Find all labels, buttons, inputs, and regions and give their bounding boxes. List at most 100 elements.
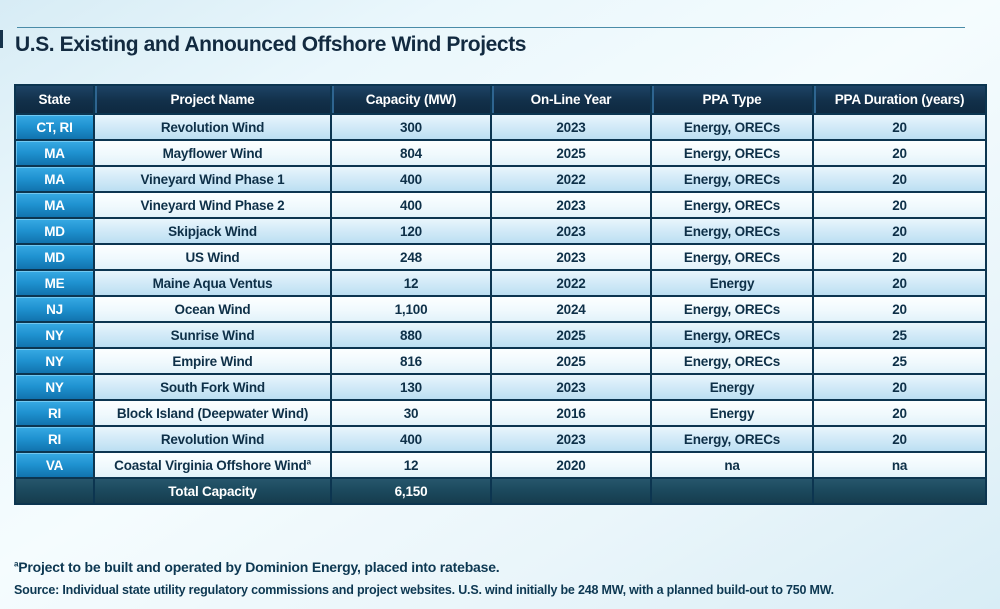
ppa-type-cell: Energy, ORECs [650, 295, 814, 323]
ppa-duration-cell: 20 [812, 165, 987, 193]
ppa-type-cell: Energy, ORECs [650, 165, 814, 193]
online-year-cell: 2022 [490, 165, 652, 193]
ppa-duration-cell: 20 [812, 373, 987, 401]
capacity-cell: 248 [330, 243, 492, 271]
project-name-cell: Block Island (Deepwater Wind) [93, 399, 332, 427]
state-cell: NY [14, 347, 95, 375]
column-header-ppa-duration: PPA Duration (years) [812, 84, 987, 115]
online-year-cell: 2024 [490, 295, 652, 323]
online-year-cell: 2022 [490, 269, 652, 297]
online-year-cell: 2016 [490, 399, 652, 427]
capacity-cell: 400 [330, 425, 492, 453]
online-year-cell: 2023 [490, 243, 652, 271]
project-name-cell: Ocean Wind [93, 295, 332, 323]
capacity-cell: 12 [330, 269, 492, 297]
total-row-empty-cell [490, 477, 652, 505]
capacity-cell: 1,100 [330, 295, 492, 323]
ppa-type-cell: Energy, ORECs [650, 243, 814, 271]
capacity-cell: 880 [330, 321, 492, 349]
online-year-cell: 2023 [490, 373, 652, 401]
capacity-cell: 30 [330, 399, 492, 427]
project-name-cell: Vineyard Wind Phase 1 [93, 165, 332, 193]
table-row: NJ Ocean Wind 1,100 2024 Energy, ORECs 2… [14, 295, 987, 323]
project-name-cell: Vineyard Wind Phase 2 [93, 191, 332, 219]
state-cell: MD [14, 243, 95, 271]
capacity-cell: 12 [330, 451, 492, 479]
ppa-duration-cell: 20 [812, 425, 987, 453]
ppa-duration-cell: 20 [812, 217, 987, 245]
projects-table: State Project Name Capacity (MW) On-Line… [14, 84, 987, 505]
title-rule [17, 27, 965, 28]
source-note: Source: Individual state utility regulat… [14, 583, 834, 597]
ppa-duration-cell: 25 [812, 347, 987, 375]
state-cell: MA [14, 191, 95, 219]
state-cell: MD [14, 217, 95, 245]
table-row: MA Mayflower Wind 804 2025 Energy, ORECs… [14, 139, 987, 167]
capacity-cell: 816 [330, 347, 492, 375]
column-header-project-name: Project Name [93, 84, 332, 115]
state-cell: NY [14, 373, 95, 401]
capacity-cell: 130 [330, 373, 492, 401]
state-cell: RI [14, 399, 95, 427]
table-row: MD Skipjack Wind 120 2023 Energy, ORECs … [14, 217, 987, 245]
project-name-cell: Revolution Wind [93, 425, 332, 453]
state-cell: MA [14, 139, 95, 167]
project-name-cell: Skipjack Wind [93, 217, 332, 245]
ppa-duration-cell: 20 [812, 113, 987, 141]
ppa-type-cell: Energy, ORECs [650, 347, 814, 375]
table-row: RI Block Island (Deepwater Wind) 30 2016… [14, 399, 987, 427]
online-year-cell: 2025 [490, 139, 652, 167]
footnote-text: Project to be built and operated by Domi… [18, 559, 500, 575]
table-row: MD US Wind 248 2023 Energy, ORECs 20 [14, 243, 987, 271]
total-row-empty-cell [812, 477, 987, 505]
table-row: NY Empire Wind 816 2025 Energy, ORECs 25 [14, 347, 987, 375]
table-row: NY South Fork Wind 130 2023 Energy 20 [14, 373, 987, 401]
projects-table-container: State Project Name Capacity (MW) On-Line… [14, 84, 987, 505]
column-header-online-year: On-Line Year [490, 84, 652, 115]
ppa-duration-cell: 25 [812, 321, 987, 349]
total-row-empty-cell [650, 477, 814, 505]
capacity-cell: 120 [330, 217, 492, 245]
project-name-cell: Mayflower Wind [93, 139, 332, 167]
ppa-duration-cell: 20 [812, 243, 987, 271]
project-name-cell: US Wind [93, 243, 332, 271]
column-header-capacity: Capacity (MW) [330, 84, 492, 115]
table-row: MA Vineyard Wind Phase 1 400 2022 Energy… [14, 165, 987, 193]
table-row: VA Coastal Virginia Offshore Winda 12 20… [14, 451, 987, 479]
ppa-type-cell: Energy, ORECs [650, 321, 814, 349]
capacity-cell: 400 [330, 191, 492, 219]
header-row: State Project Name Capacity (MW) On-Line… [14, 84, 987, 115]
footnote-a: aProject to be built and operated by Dom… [14, 559, 500, 575]
ppa-type-cell: Energy, ORECs [650, 217, 814, 245]
table-row: ME Maine Aqua Ventus 12 2022 Energy 20 [14, 269, 987, 297]
table-header: State Project Name Capacity (MW) On-Line… [14, 84, 987, 115]
ppa-duration-cell: 20 [812, 295, 987, 323]
state-cell: CT, RI [14, 113, 95, 141]
project-name-cell: South Fork Wind [93, 373, 332, 401]
online-year-cell: 2020 [490, 451, 652, 479]
online-year-cell: 2023 [490, 191, 652, 219]
column-header-ppa-type: PPA Type [650, 84, 814, 115]
project-name-cell: Revolution Wind [93, 113, 332, 141]
project-name-cell: Maine Aqua Ventus [93, 269, 332, 297]
ppa-type-cell: Energy, ORECs [650, 191, 814, 219]
capacity-cell: 804 [330, 139, 492, 167]
ppa-type-cell: Energy, ORECs [650, 113, 814, 141]
project-name-cell: Sunrise Wind [93, 321, 332, 349]
table-footer: Total Capacity 6,150 [14, 477, 987, 505]
ppa-duration-cell: 20 [812, 139, 987, 167]
online-year-cell: 2023 [490, 217, 652, 245]
total-row-state-cell [14, 477, 95, 505]
ppa-type-cell: Energy [650, 373, 814, 401]
ppa-type-cell: Energy, ORECs [650, 425, 814, 453]
project-name-cell: Empire Wind [93, 347, 332, 375]
online-year-cell: 2023 [490, 113, 652, 141]
capacity-cell: 400 [330, 165, 492, 193]
ppa-type-cell: na [650, 451, 814, 479]
project-footnote-marker: a [306, 457, 311, 466]
ppa-type-cell: Energy [650, 269, 814, 297]
table-row: RI Revolution Wind 400 2023 Energy, OREC… [14, 425, 987, 453]
state-cell: MA [14, 165, 95, 193]
state-cell: NY [14, 321, 95, 349]
page-edge-mark [0, 30, 3, 48]
